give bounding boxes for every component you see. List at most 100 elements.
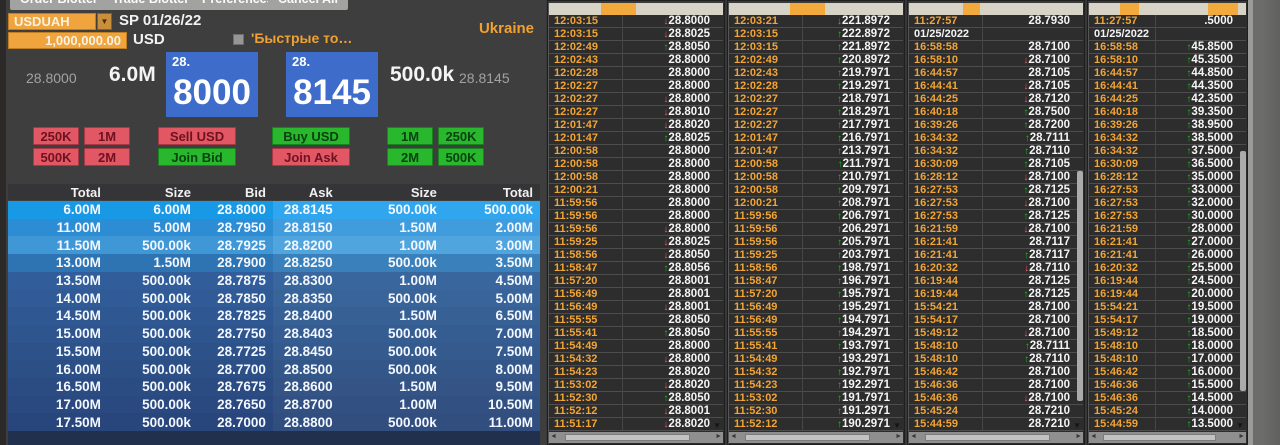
- ticker-row[interactable]: 12:00:58 28.8000: [549, 145, 723, 158]
- ticker-row[interactable]: 16:19:44 ↑24.5000: [1089, 275, 1246, 288]
- ticker-row[interactable]: 16:21:41 ↑26.0000: [1089, 249, 1246, 262]
- ticker-row[interactable]: 16:58:10 ↑45.3500: [1089, 54, 1246, 67]
- date-separator-row[interactable]: 01/25/2022: [909, 28, 1083, 41]
- ticker-row[interactable]: 12:02:49 ↑28.8050: [549, 41, 723, 54]
- ticker-row[interactable]: 12:02:27 ↑218.2971: [729, 106, 903, 119]
- ticker-row[interactable]: 11:52:12 ↑190.2971: [729, 418, 903, 431]
- ticker-row[interactable]: 11:57:20 28.8001: [549, 275, 723, 288]
- ticker-row[interactable]: 16:27:53 ↑33.0000: [1089, 184, 1246, 197]
- ticker-row[interactable]: 11:54:23 28.8020: [549, 366, 723, 379]
- ticker-row[interactable]: 16:19:44 28.7125: [909, 275, 1083, 288]
- sell-usd-button[interactable]: Sell USD: [158, 127, 236, 145]
- scroll-left-icon[interactable]: ◄: [1090, 433, 1097, 440]
- ticker-row[interactable]: 11:59:56 ↑206.7971: [729, 210, 903, 223]
- ticker-row[interactable]: 15:48:10 ↑17.0000: [1089, 353, 1246, 366]
- depth-row[interactable]: 17.00M 500.00k 28.7650 28.8700 1.00M 10.50M: [8, 395, 540, 414]
- ticker-row[interactable]: 12:02:28 ↑219.2971: [729, 80, 903, 93]
- ticker-row[interactable]: 15:48:10 ↑28.7111: [909, 340, 1083, 353]
- ticker-row[interactable]: 16:44:25 ↑42.3500: [1089, 93, 1246, 106]
- ticker-row[interactable]: 16:40:18 ↑39.3500: [1089, 106, 1246, 119]
- menu-tab-trade-blotter[interactable]: Trade Blotter: [102, 0, 200, 10]
- buy-amount-2m-button[interactable]: 2M: [387, 148, 433, 166]
- ticker-row[interactable]: 11:52:30 ↑28.8050: [549, 392, 723, 405]
- ticker-row[interactable]: 11:54:49 ↑193.2971: [729, 353, 903, 366]
- vertical-scrollbar-thumb[interactable]: [1240, 151, 1246, 391]
- menu-tab-cancel-all[interactable]: Cancel All: [268, 0, 348, 10]
- ticker-row[interactable]: 11:59:25 ↑203.7971: [729, 249, 903, 262]
- sell-amount-250k-button[interactable]: 250K: [33, 127, 79, 145]
- ticker-row[interactable]: 11:52:12 ↓28.8001: [549, 405, 723, 418]
- ticker-row[interactable]: 15:45:24 ↑14.0000: [1089, 405, 1246, 418]
- ticker-row[interactable]: 11:55:55 ↑194.2971: [729, 327, 903, 340]
- ticker-row[interactable]: 11:59:56 ↓28.8000: [549, 223, 723, 236]
- scroll-right-icon[interactable]: ►: [895, 433, 902, 440]
- ticker-row[interactable]: 15:48:10 ↑18.0000: [1089, 340, 1246, 353]
- ticker-row[interactable]: 16:27:53 ↑30.0000: [1089, 210, 1246, 223]
- ticker-row[interactable]: 12:02:43 28.8000: [549, 54, 723, 67]
- ticker-row[interactable]: 11:59:56 ↑205.7971: [729, 236, 903, 249]
- ticker-row[interactable]: 11:59:56 ↑206.2971: [729, 223, 903, 236]
- scroll-down-icon[interactable]: ▼: [1073, 421, 1081, 430]
- horizontal-scrollbar[interactable]: ◄ ►: [549, 432, 723, 443]
- depth-row[interactable]: 13.00M 1.50M 28.7900 28.8250 500.00k 3.50M: [8, 254, 540, 272]
- depth-row[interactable]: 15.00M 500.00k 28.7750 28.8403 500.00k 7.00M: [8, 324, 540, 343]
- ticker-row[interactable]: 11:58:47 ↑28.8056: [549, 262, 723, 275]
- scrollbar-thumb[interactable]: [1103, 434, 1217, 441]
- ticker-row[interactable]: 12:03:21 ↓221.8972: [729, 15, 903, 28]
- sell-amount-1m-button[interactable]: 1M: [84, 127, 130, 145]
- ticker-row[interactable]: 16:20:32 ↓28.7110: [909, 262, 1083, 275]
- ticker-row[interactable]: 15:49:12 ↓28.7100: [909, 327, 1083, 340]
- ticker-row[interactable]: 16:58:10 ↓28.7100: [909, 54, 1083, 67]
- ticker-row[interactable]: 15:46:36 ↑14.5000: [1089, 392, 1246, 405]
- ticker-row[interactable]: 16:27:53 ↑28.7125: [909, 210, 1083, 223]
- ticker-row[interactable]: 16:58:58 28.7100: [909, 41, 1083, 54]
- menu-tab-order-blotter[interactable]: Order Blotter: [10, 0, 108, 10]
- scroll-down-icon[interactable]: ▼: [1236, 421, 1244, 430]
- ticker-row[interactable]: 16:28:12 ↑35.0000: [1089, 171, 1246, 184]
- depth-row[interactable]: 13.50M 500.00k 28.7875 28.8300 1.00M 4.50M: [8, 271, 540, 290]
- ticker-row[interactable]: 12:03:15 ↓28.8000: [549, 15, 723, 28]
- depth-row[interactable]: 17.50M 500.00k 28.7000 28.8800 500.00k 11.00M: [8, 413, 540, 431]
- ticker-row[interactable]: 12:03:15 ↑221.8972: [729, 41, 903, 54]
- ticker-row[interactable]: 11:53:02 ↓28.8020: [549, 379, 723, 392]
- depth-row[interactable]: 14.00M 500.00k 28.7850 28.8350 500.00k 5.00M: [8, 289, 540, 308]
- ticker-row[interactable]: 12:00:58 28.8000: [549, 158, 723, 171]
- ticker-row[interactable]: 12:00:21 ↑208.7971: [729, 197, 903, 210]
- ticker-row[interactable]: 11:56:49 ↑194.7971: [729, 314, 903, 327]
- ticker-row[interactable]: 12:02:27 ↑218.7971: [729, 93, 903, 106]
- ticker-row[interactable]: 16:44:57 ↑44.8500: [1089, 67, 1246, 80]
- ticker-row[interactable]: 16:58:58 ↑45.8500: [1089, 41, 1246, 54]
- ticker-row[interactable]: 11:58:47 ↑196.7971: [729, 275, 903, 288]
- depth-row[interactable]: 6.00M 6.00M 28.8000 28.8145 500.00k 500.00k: [8, 201, 540, 219]
- ticker-row[interactable]: 11:59:25 ↓28.8025: [549, 236, 723, 249]
- ticker-row[interactable]: 16:34:32 ↑28.7111: [909, 132, 1083, 145]
- scrollbar-thumb[interactable]: [564, 434, 690, 441]
- ticker-row[interactable]: 16:21:59 ↓28.7100: [909, 223, 1083, 236]
- scroll-right-icon[interactable]: ►: [715, 433, 722, 440]
- horizontal-scrollbar[interactable]: ◄ ►: [909, 432, 1083, 443]
- ticker-row[interactable]: 16:34:32 ↑38.5000: [1089, 132, 1246, 145]
- ticker-row[interactable]: 16:44:57 28.7105: [909, 67, 1083, 80]
- join-bid-button[interactable]: Join Bid: [158, 148, 236, 166]
- ticker-row[interactable]: 11:56:49 ↓28.8001: [549, 301, 723, 314]
- ticker-row[interactable]: 12:02:27 ↓28.8010: [549, 106, 723, 119]
- ticker-row[interactable]: 12:02:28 28.8000: [549, 67, 723, 80]
- scroll-right-icon[interactable]: ►: [1075, 433, 1082, 440]
- ticker-row[interactable]: 16:34:32 ↑28.7110: [909, 145, 1083, 158]
- ticker-row[interactable]: 16:39:26 ↑38.9500: [1089, 119, 1246, 132]
- ticker-row[interactable]: 16:40:18 ↑28.7500: [909, 106, 1083, 119]
- ticker-row[interactable]: 16:21:59 ↑28.0000: [1089, 223, 1246, 236]
- ticker-row[interactable]: 11:27:57 28.7930: [909, 15, 1083, 28]
- chevron-down-icon[interactable]: ▼: [97, 13, 112, 30]
- ticker-row[interactable]: 16:30:09 ↑28.7105: [909, 158, 1083, 171]
- ticker-row[interactable]: 12:00:58 28.8000: [549, 171, 723, 184]
- scroll-left-icon[interactable]: ◄: [910, 433, 917, 440]
- ticker-row[interactable]: 11:57:20 ↑195.7971: [729, 288, 903, 301]
- ticker-row[interactable]: 12:00:21 28.8000: [549, 184, 723, 197]
- ticker-row[interactable]: 12:02:27 ↓28.8000: [549, 93, 723, 106]
- buy-usd-button[interactable]: Buy USD: [272, 127, 350, 145]
- ticker-row[interactable]: 16:44:41 ↑44.3500: [1089, 80, 1246, 93]
- ticker-row[interactable]: 12:00:58 ↑210.7971: [729, 171, 903, 184]
- ticker-row[interactable]: 16:27:53 ↑28.7125: [909, 184, 1083, 197]
- ticker-row[interactable]: 16:44:41 ↓28.7105: [909, 80, 1083, 93]
